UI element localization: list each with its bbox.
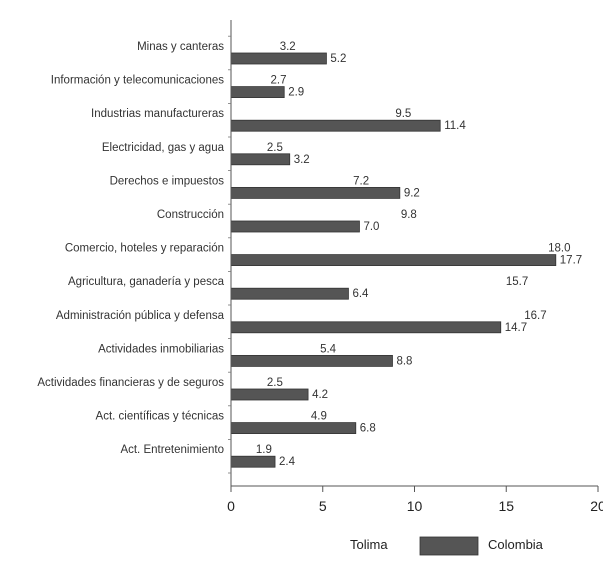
value-label-tolima: 2.7 (271, 75, 287, 87)
bar-tolima (231, 141, 277, 153)
bar-colombia (230, 455, 276, 468)
bar-tolima (231, 309, 538, 321)
category-label: Comercio, hoteles y reparación (65, 243, 224, 255)
category-label: Minas y canteras (137, 41, 224, 53)
category-label: Actividades inmobiliarias (98, 343, 224, 355)
category-label: Electricidad, gas y agua (102, 142, 225, 154)
value-label-colombia: 2.4 (279, 456, 296, 468)
axes: 0 5 10 15 20 (227, 20, 603, 514)
value-label-tolima: 18.0 (548, 243, 570, 255)
bar-colombia (230, 354, 393, 367)
category-label: Derechos e impuestos (110, 175, 225, 187)
value-label-tolima: 7.2 (353, 175, 369, 187)
value-label-colombia: 2.9 (288, 87, 304, 99)
value-label-tolima: 9.5 (395, 108, 411, 120)
bar-tolima (231, 108, 406, 120)
legend-label-tolima: Tolima (350, 537, 388, 552)
bar-tolima (231, 74, 281, 86)
bars (230, 41, 562, 468)
legend-label-colombia: Colombia (488, 537, 544, 552)
x-tick-label: 20 (590, 498, 603, 514)
bar-tolima (231, 175, 364, 187)
bar-colombia (230, 321, 502, 334)
category-label: Act. científicas y técnicas (96, 411, 225, 423)
legend: Tolima Colombia (270, 536, 544, 556)
value-label-colombia: 6.4 (352, 288, 369, 300)
value-label-colombia: 9.2 (404, 187, 420, 199)
value-label-colombia: 17.7 (560, 255, 582, 267)
value-label-tolima: 2.5 (267, 377, 283, 389)
value-label-tolima: 2.5 (267, 142, 283, 154)
bar-tolima (231, 276, 520, 288)
value-label-colombia: 4.2 (312, 389, 328, 401)
value-labels: 3.2 5.2 2.72.9 9.5 11.4 2.5 3.2 7.2 9.2 9.8 7.0 18.… (256, 41, 582, 468)
bar-colombia (230, 388, 309, 401)
value-label-tolima: 16.7 (524, 310, 546, 322)
bar-colombia (230, 153, 291, 166)
category-label: Act. Entretenimiento (120, 444, 224, 456)
bar-colombia (230, 220, 360, 233)
bar-colombia (230, 86, 285, 98)
value-label-colombia: 11.4 (444, 120, 466, 132)
value-label-tolima: 5.4 (320, 343, 337, 355)
bar-colombia (230, 52, 327, 65)
bar-tolima (231, 377, 277, 388)
value-label-colombia: 8.8 (396, 355, 412, 367)
value-label-tolima: 9.8 (401, 209, 417, 221)
value-label-colombia: 6.8 (360, 423, 376, 435)
value-label-colombia: 14.7 (505, 322, 527, 334)
category-label: Industrias manufactureras (91, 108, 224, 120)
bar-tolima (231, 410, 321, 422)
bar-colombia (230, 119, 441, 132)
bar-tolima (231, 242, 562, 254)
bar-tolima (231, 343, 331, 355)
bar-colombia (230, 422, 357, 435)
value-label-tolima: 3.2 (280, 41, 296, 53)
bar-colombia (230, 186, 401, 199)
category-label: Actividades financieras y de seguros (37, 377, 224, 389)
category-label: Agricultura, ganadería y pesca (68, 276, 225, 288)
x-tick-label: 0 (227, 498, 235, 514)
value-label-colombia: 3.2 (294, 154, 310, 166)
category-label: Información y telecomunicaciones (51, 75, 224, 87)
bar-tolima (231, 209, 411, 220)
bar-colombia (230, 287, 349, 300)
x-tick-label: 15 (498, 498, 514, 514)
category-label: Construcción (157, 209, 224, 221)
value-label-tolima: 1.9 (256, 444, 272, 456)
value-label-colombia: 5.2 (330, 53, 346, 65)
x-tick-label: 10 (407, 498, 423, 514)
x-tick-label: 5 (319, 498, 327, 514)
value-label-tolima: 4.9 (311, 411, 327, 423)
legend-swatch-tolima (270, 538, 338, 554)
bar-colombia (230, 254, 557, 267)
category-labels: Minas y canteras Información y telecomuni… (37, 41, 224, 456)
value-label-tolima: 15.7 (506, 276, 528, 288)
legend-swatch-colombia (419, 536, 479, 556)
bar-tolima (231, 444, 266, 456)
value-label-colombia: 7.0 (363, 221, 379, 233)
bar-tolima (231, 41, 290, 52)
category-label: Administración pública y defensa (56, 310, 225, 322)
